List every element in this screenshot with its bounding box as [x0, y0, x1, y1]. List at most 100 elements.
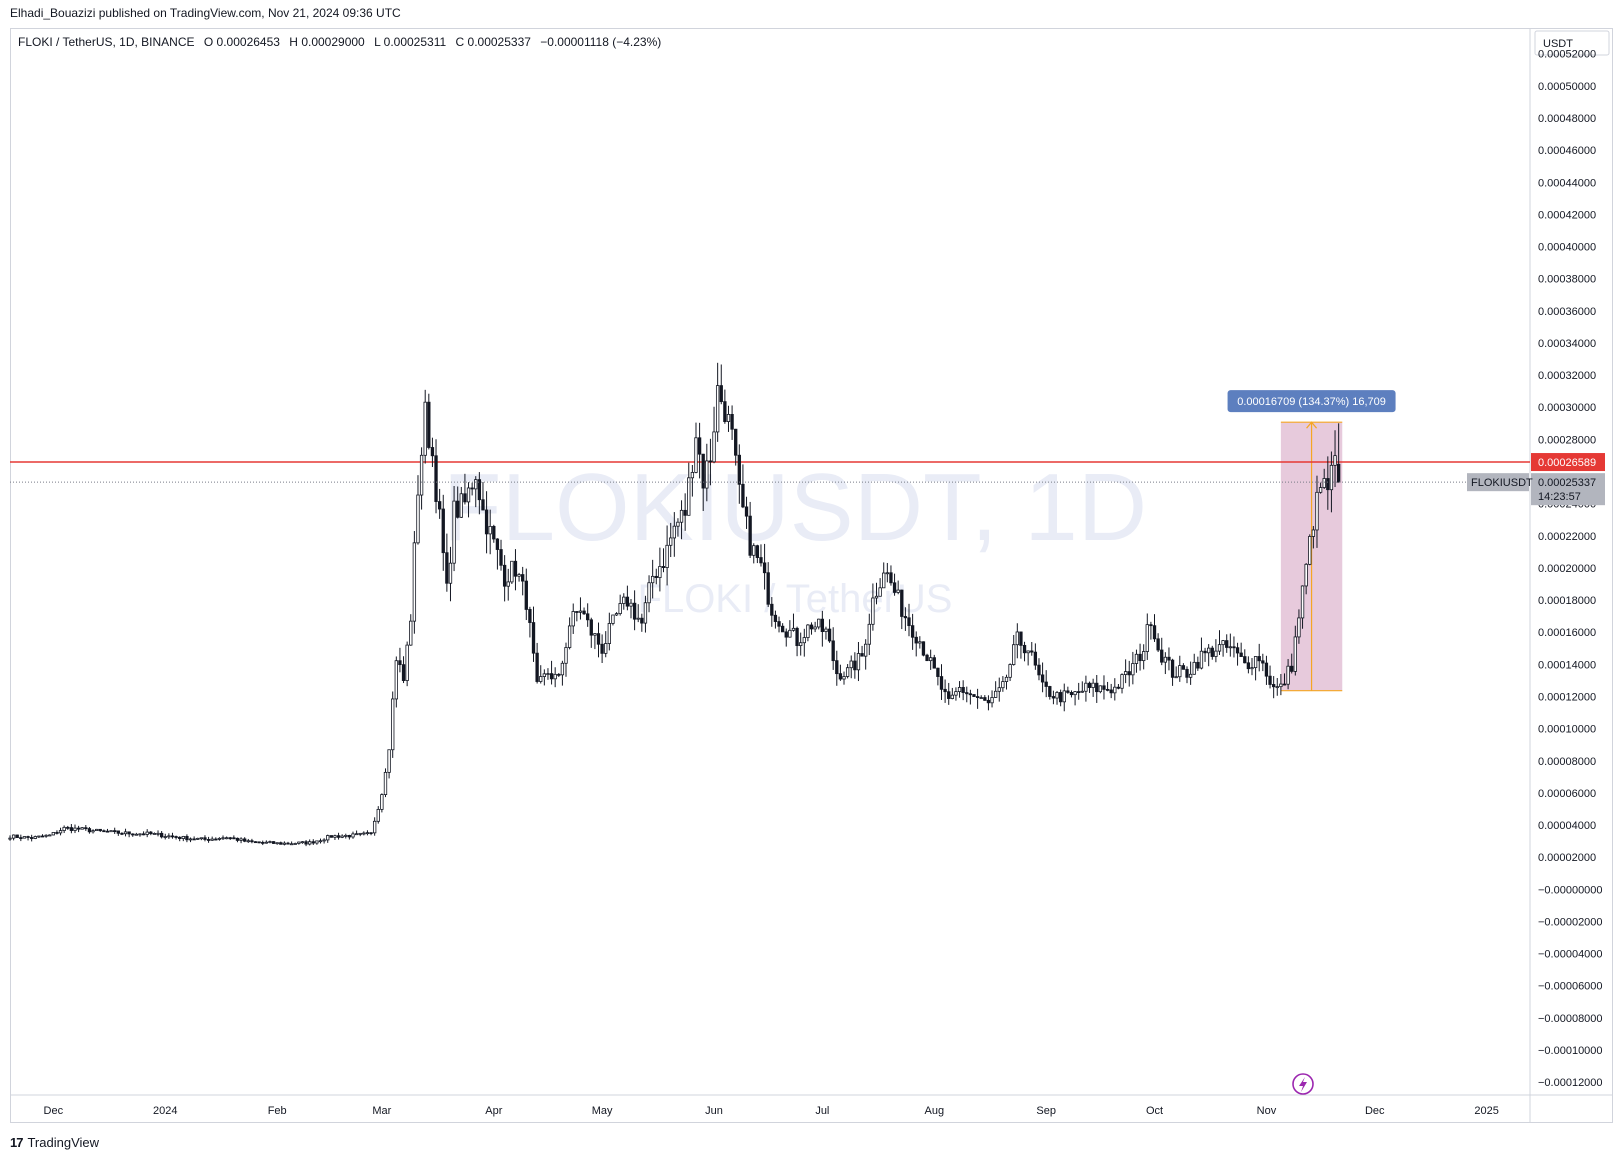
time-axis[interactable]: Dec 2024 Feb Mar Apr May Jun Jul Aug Sep Oct Nov Dec…	[44, 1105, 1499, 1117]
candle-body	[567, 625, 572, 648]
candle-body	[600, 643, 604, 654]
candle-body	[1250, 667, 1254, 670]
candle-body	[979, 697, 983, 699]
candle-body	[1304, 563, 1308, 587]
time-tick-label: May	[592, 1105, 613, 1117]
candle-body	[477, 479, 482, 501]
candle-body	[629, 602, 633, 607]
candle-body	[123, 831, 128, 835]
candle-body	[55, 832, 59, 834]
candle-body	[784, 631, 788, 638]
candle-body	[152, 833, 157, 835]
candle-body	[1293, 636, 1297, 672]
candle-body	[261, 841, 265, 844]
legend-close-value: 0.00025337	[468, 35, 532, 49]
candle-body	[705, 460, 709, 489]
candle-body	[943, 688, 947, 693]
candle-body	[650, 575, 655, 584]
candle-body	[1080, 690, 1084, 693]
candle-body	[304, 841, 308, 845]
candle-body	[849, 660, 853, 669]
candle-body	[1235, 647, 1240, 654]
time-tick-label: Jun	[705, 1105, 723, 1117]
candle-body	[1286, 665, 1290, 685]
candle-body	[1282, 683, 1287, 686]
candle-body	[470, 487, 474, 490]
tradingview-logo[interactable]: 17 TradingView	[10, 1135, 99, 1150]
candle-body	[502, 564, 507, 587]
candle-body	[997, 687, 1001, 692]
candle-body	[521, 574, 525, 582]
candle-body	[1138, 653, 1142, 662]
candle-body	[1134, 653, 1139, 664]
candle-body	[1243, 656, 1247, 664]
candle-body	[102, 830, 106, 833]
candle-body	[178, 836, 182, 839]
price-tick-label: 0.00028000	[1538, 434, 1596, 446]
candle-body	[1033, 651, 1038, 666]
axes-frame: USDT	[10, 28, 1613, 1123]
time-tick-label: Dec	[44, 1105, 64, 1117]
candle-body	[448, 562, 453, 584]
candle-body	[235, 837, 240, 841]
candle-body	[232, 837, 236, 840]
candle-body	[878, 587, 882, 597]
candle-body	[683, 509, 687, 516]
candle-body	[1268, 675, 1272, 685]
candle-body	[549, 673, 554, 680]
candle-body	[253, 841, 258, 844]
candle-body	[856, 653, 861, 671]
candle-body	[770, 603, 774, 616]
candle-body	[1163, 656, 1168, 663]
candle-body	[755, 545, 760, 558]
candle-body	[582, 610, 586, 615]
price-tick-label: 0.00036000	[1538, 306, 1596, 318]
candle-body	[1116, 686, 1121, 689]
candle-body	[762, 562, 767, 574]
candle-body	[773, 614, 778, 622]
candle-body	[416, 494, 420, 544]
candle-body	[456, 500, 460, 518]
candle-body	[914, 636, 918, 644]
candle-body	[965, 692, 969, 695]
candle-body	[1091, 682, 1095, 688]
candle-body	[463, 493, 467, 503]
candle-body	[275, 842, 279, 845]
price-tick-label: 0.00050000	[1538, 81, 1596, 93]
measure-label-box	[1227, 390, 1396, 413]
candle-body	[983, 697, 987, 701]
price-range-measure[interactable]: 0.00016709 (134.37%) 16,709	[1227, 390, 1396, 692]
candle-body	[874, 595, 879, 599]
candle-body	[817, 618, 821, 628]
candle-body	[524, 580, 528, 610]
candle-body	[647, 582, 651, 604]
candle-body	[340, 835, 344, 838]
price-axis-labels: 0.00026589 0.00025337 14:23:57 FLOKIUSDT	[1467, 453, 1605, 506]
legend-low-label: L	[374, 35, 381, 49]
candle-body	[672, 525, 676, 539]
candle-body	[203, 837, 207, 840]
candle-body	[625, 596, 630, 607]
candle-body	[669, 537, 673, 546]
candle-body	[824, 628, 828, 633]
candle-body	[752, 545, 756, 556]
candle-body	[589, 619, 593, 636]
candle-body	[94, 828, 99, 832]
candle-body	[40, 835, 45, 838]
currency-label-box[interactable]	[1534, 30, 1610, 56]
price-axis[interactable]: 0.00052000 0.00050000 0.00048000 0.00046000…	[1538, 49, 1603, 1089]
candle-body	[380, 794, 384, 810]
candle-body	[918, 641, 922, 644]
candle-body	[903, 616, 908, 619]
candle-body	[239, 838, 243, 841]
candle-body	[1098, 685, 1103, 693]
candle-body	[654, 575, 658, 578]
candle-body	[957, 687, 962, 692]
bar-countdown: 14:23:57	[1538, 491, 1581, 503]
alert-lightning-icon[interactable]	[1292, 1073, 1314, 1095]
candle-body	[1192, 661, 1196, 675]
candle-body	[358, 832, 362, 835]
symbol-tag-box	[1467, 473, 1529, 492]
candle-body	[66, 826, 70, 829]
